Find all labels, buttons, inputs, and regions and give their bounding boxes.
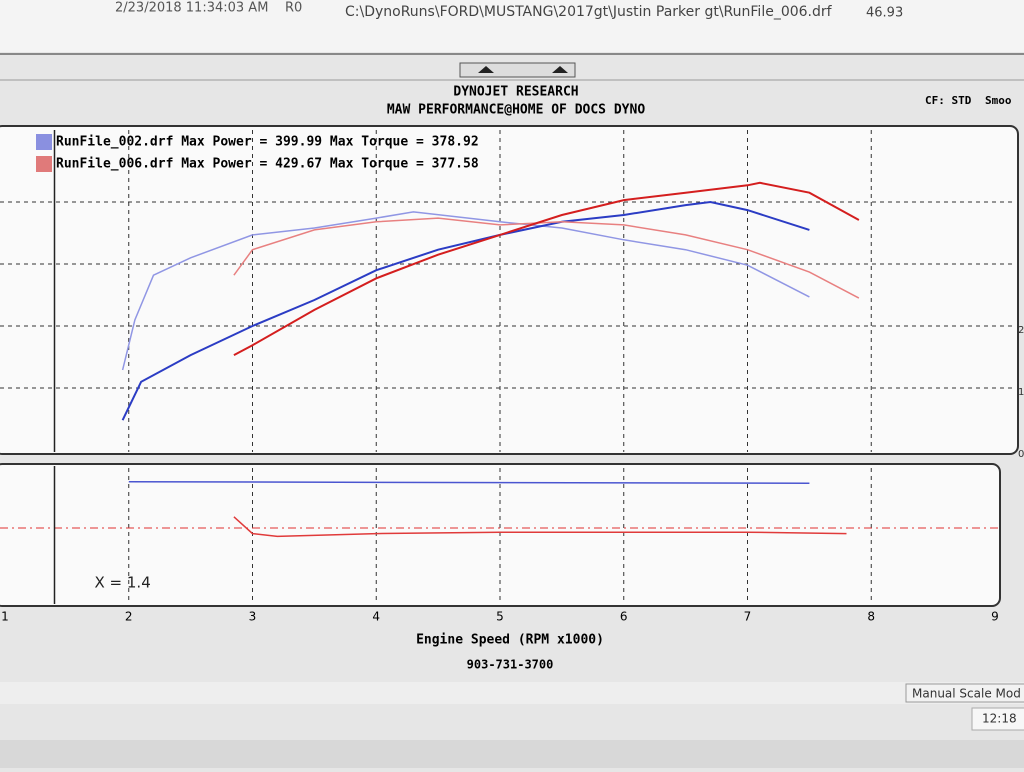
power-curve [233, 181, 860, 356]
scale-mode: Manual Scale Mod [912, 687, 1021, 701]
legend-swatch [36, 156, 52, 172]
file-path: C:\DynoRuns\FORD\MUSTANG\2017gt\Justin P… [345, 4, 833, 20]
x-tick-label: 7 [744, 610, 752, 624]
run-code: R0 [285, 1, 302, 16]
power-curve [121, 200, 810, 421]
clock-panel [971, 707, 1024, 731]
clock: 12:18 [982, 712, 1017, 726]
x-tick-label: 9 [991, 610, 999, 624]
splitter[interactable] [459, 62, 576, 78]
correction-factor: CF: STD [925, 94, 972, 107]
status-bar [0, 682, 1024, 704]
splitter-arrows [478, 66, 568, 73]
mode-panel [905, 683, 1024, 703]
ratio-curve [128, 481, 810, 484]
y-tick-label: 2 [1018, 325, 1024, 336]
legend-swatch [36, 134, 52, 150]
file-number: 46.93 [866, 6, 903, 21]
x-tick-label: 6 [620, 610, 628, 624]
title-area [0, 0, 1024, 52]
y-tick-label: 1 [1018, 387, 1024, 398]
upper-plot-panel [0, 125, 1019, 455]
x-axis-label: Engine Speed (RPM x1000) [416, 633, 604, 648]
smoothing: Smoo [985, 94, 1012, 107]
x-tick-label: 4 [372, 610, 380, 624]
x-tick-label: 3 [249, 610, 257, 624]
phone: 903-731-3700 [467, 658, 554, 672]
y-tick-label: 0 [1018, 449, 1024, 460]
x-tick-label: 1 [1, 610, 9, 624]
shop-name: MAW PERFORMANCE@HOME OF DOCS DYNO [387, 103, 645, 118]
ratio-curve [233, 516, 847, 538]
x-tick-label: 5 [496, 610, 504, 624]
timestamp: 2/23/2018 11:34:03 AM [115, 1, 268, 16]
cursor-label: X = 1.4 [95, 574, 151, 592]
company: DYNOJET RESEARCH [453, 85, 578, 100]
torque-curve [233, 217, 860, 299]
x-tick-label: 2 [125, 610, 133, 624]
torque-curve [121, 211, 810, 371]
legend-entry: RunFile_006.drf Max Power = 429.67 Max T… [56, 157, 479, 172]
taskbar [0, 740, 1024, 768]
x-tick-label: 8 [867, 610, 875, 624]
legend-entry: RunFile_002.drf Max Power = 399.99 Max T… [56, 135, 479, 150]
